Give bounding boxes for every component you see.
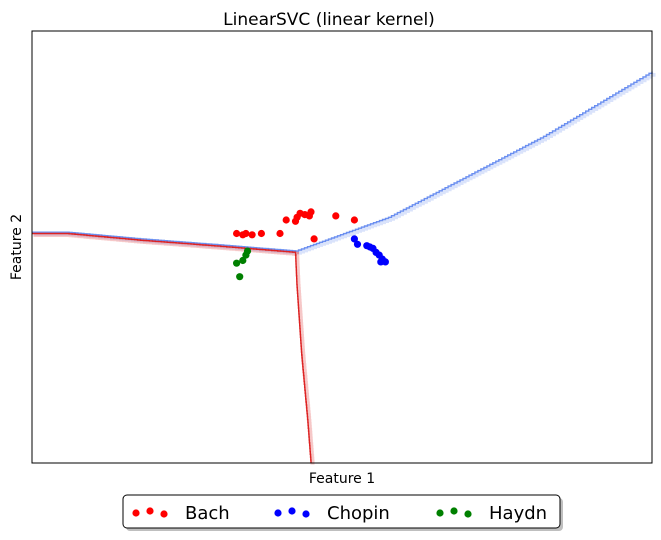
legend-marker-chopin-0	[274, 509, 282, 517]
point-bach-14	[332, 212, 340, 220]
point-haydn-0	[236, 273, 244, 281]
point-bach-4	[257, 229, 265, 238]
point-bach-6	[282, 216, 290, 224]
plot-area	[32, 71, 656, 465]
legend-marker-chopin-2	[302, 510, 310, 518]
boundary-glow-1	[33, 233, 299, 256]
legend: Bach Chopin Haydn	[122, 494, 563, 531]
legend-marker-haydn-0	[436, 509, 444, 517]
legend-box	[122, 494, 561, 529]
legend-marker-chopin-1	[288, 507, 296, 515]
point-haydn-1	[233, 259, 241, 267]
point-haydn-2	[239, 256, 247, 265]
plot-frame	[31, 30, 653, 464]
legend-items: Bach Chopin Haydn	[132, 503, 547, 524]
point-haydn-4	[243, 247, 252, 255]
legend-marker-bach-2	[160, 510, 168, 518]
decision-boundary-1	[32, 232, 297, 253]
point-bach-0	[233, 229, 241, 238]
legend-marker-bach-0	[132, 509, 140, 517]
point-bach-15	[350, 216, 358, 224]
legend-label-chopin: Chopin	[327, 503, 390, 524]
point-bach-12	[307, 208, 315, 216]
point-chopin-1	[353, 240, 362, 248]
boundary-glow-0	[33, 72, 656, 255]
y-axis-label: Feature 2	[9, 214, 25, 280]
decision-boundary-2	[294, 251, 312, 463]
legend-label-bach: Bach	[185, 503, 230, 524]
boundary-glow-2	[295, 251, 315, 465]
legend-marker-bach-1	[146, 507, 154, 515]
point-bach-5	[276, 229, 284, 238]
decision-boundary-0	[32, 71, 653, 252]
chart-title: LinearSVC (linear kernel)	[223, 10, 435, 30]
point-bach-13	[310, 235, 318, 243]
point-bach-2	[242, 229, 250, 238]
legend-label-haydn: Haydn	[489, 503, 547, 524]
legend-marker-haydn-2	[464, 510, 472, 518]
point-chopin-9	[381, 258, 389, 266]
point-chopin-0	[350, 235, 358, 243]
point-bach-3	[248, 231, 256, 239]
x-axis-label: Feature 1	[309, 471, 375, 487]
legend-marker-haydn-1	[450, 507, 458, 515]
